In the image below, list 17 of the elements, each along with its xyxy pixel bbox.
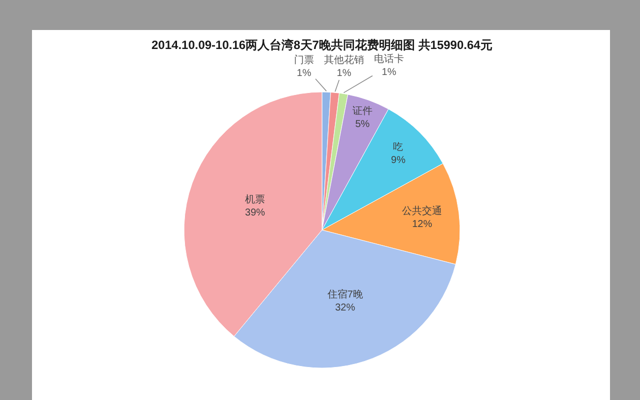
data-label: 1% [382,67,396,78]
data-label: 5% [355,119,370,130]
slice-label: 吃 [393,141,404,154]
data-label: 12% [412,218,432,230]
slice-label: 公共交通 [402,204,442,217]
slice-label: 机票 [245,193,266,206]
chart-title: 2014.10.09-10.16两人台湾8天7晚共同花费明细图 共15990.64元 [152,38,492,52]
slice-label: 其他花销 [324,54,364,66]
data-label: 1% [336,68,352,79]
data-label: 1% [296,68,312,79]
data-label: 9% [391,155,406,166]
slice-label: 电话卡 [374,53,404,65]
slice-label: 门票 [294,54,314,66]
slice-label: 住宿7晚 [327,288,363,301]
slice-label: 证件 [352,105,372,118]
data-label: 39% [245,207,266,218]
data-label: 32% [335,302,356,314]
